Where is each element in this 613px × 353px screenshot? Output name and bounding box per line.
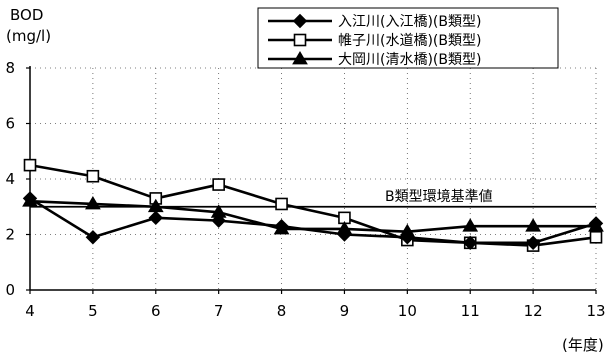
axes [26, 66, 597, 294]
grid-lines [30, 67, 597, 290]
x-tick-label-8: 12 [524, 302, 543, 320]
series-line-1 [29, 163, 597, 247]
series-0-point-2 [148, 210, 163, 226]
tick-labels: 0 2 4 6 8 4 5 6 7 8 9 10 11 12 13 [5, 59, 605, 320]
series-2-point-1 [85, 195, 101, 210]
series-0-point-6 [400, 230, 415, 245]
y-tick-label-0: 0 [5, 281, 15, 299]
series-group [22, 158, 604, 252]
series-0-point-3 [211, 213, 226, 228]
series-0-point-4 [274, 218, 289, 234]
x-tick-label-7: 11 [461, 302, 480, 320]
legend-label-2: 大岡川(清水橋)(B類型) [338, 52, 481, 68]
x-tick-label-5: 9 [340, 302, 350, 320]
y-axis-label: BOD [10, 6, 43, 24]
series-0 [22, 191, 604, 251]
legend-marker-1 [293, 33, 307, 47]
legend-label-0: 入江川(入江橋)(B類型) [338, 14, 481, 30]
x-tick-label-9: 13 [586, 302, 605, 320]
series-2 [22, 193, 604, 238]
series-0-point-1 [85, 230, 101, 245]
x-axis-unit: (年度) [562, 336, 604, 353]
legend-marker-2 [292, 51, 308, 65]
series-1-point-9 [589, 230, 603, 244]
series-2-point-7 [462, 218, 479, 232]
x-tick-label-6: 10 [398, 302, 417, 320]
series-1-point-4 [275, 197, 288, 211]
x-tick-label-4: 8 [277, 302, 287, 320]
reference-line-group: B類型環境基準値 [30, 188, 596, 208]
series-1-point-3 [212, 178, 225, 191]
x-tick-label-2: 6 [151, 302, 161, 320]
series-0-point-7 [463, 235, 478, 251]
y-tick-label-3: 6 [5, 115, 15, 133]
legend: 入江川(入江橋)(B類型) 帷子川(水道橋)(B類型) 大岡川(清水橋)(B類型) [257, 7, 559, 69]
series-1-point-0 [23, 158, 37, 172]
series-0-point-9 [588, 216, 604, 231]
legend-marker-0 [292, 13, 308, 29]
legend-label-1: 帷子川(水道橋)(B類型) [338, 33, 481, 49]
y-axis-unit: (mg/l) [6, 27, 51, 45]
series-line-2 [29, 199, 596, 234]
x-tick-label-1: 5 [88, 302, 98, 320]
y-tick-label-1: 2 [5, 226, 15, 244]
x-tick-label-0: 4 [25, 302, 35, 320]
series-0-point-8 [525, 235, 541, 251]
x-tick-label-3: 7 [214, 302, 224, 320]
series-1-point-1 [86, 169, 100, 183]
y-tick-label-4: 8 [5, 59, 15, 77]
y-tick-label-2: 4 [5, 170, 15, 188]
series-2-point-8 [525, 218, 541, 232]
series-0-point-0 [22, 191, 38, 206]
series-0-point-5 [337, 227, 352, 242]
series-line-0 [29, 197, 597, 245]
reference-line-label: B類型環境基準値 [385, 188, 493, 205]
